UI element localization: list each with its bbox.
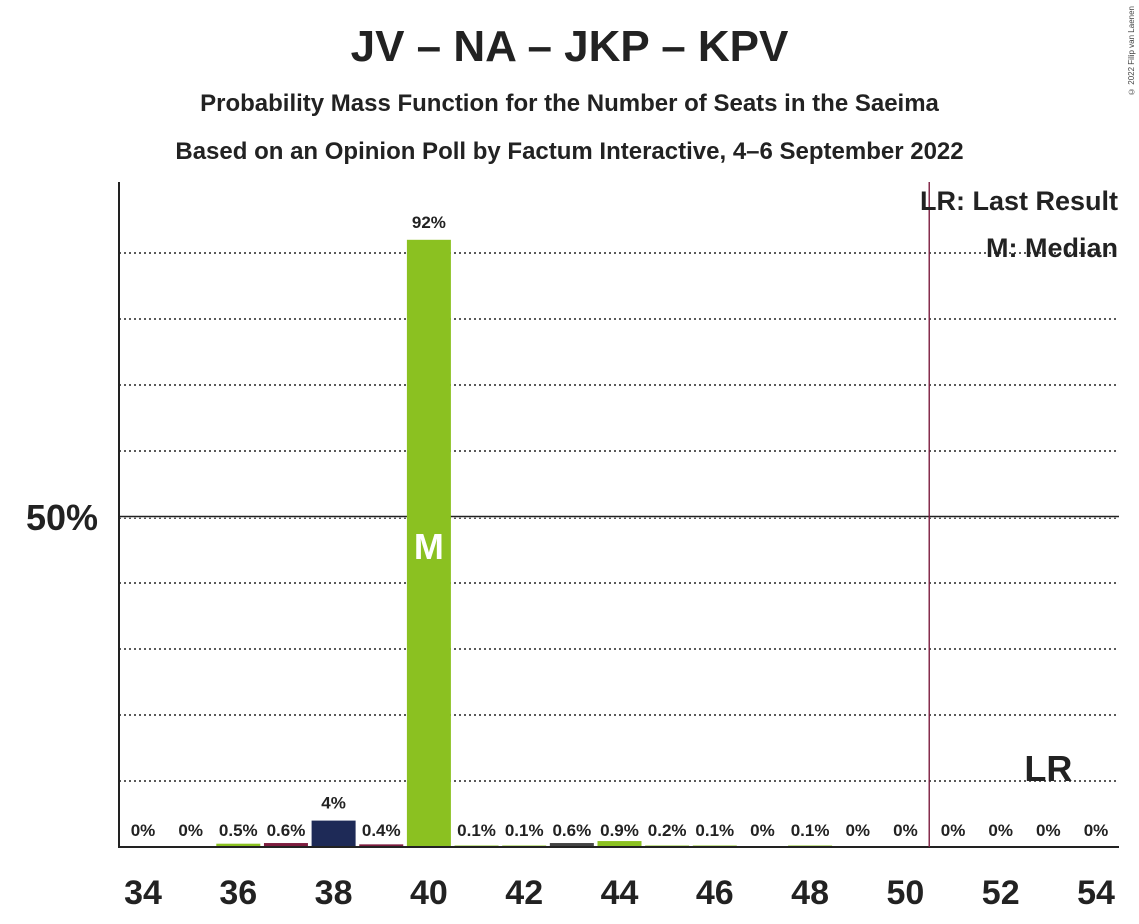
x-tick-38: 38: [315, 874, 353, 912]
median-marker: M: [414, 526, 444, 567]
value-label-51: 0%: [941, 821, 966, 840]
x-tick-44: 44: [601, 874, 639, 912]
value-label-49: 0%: [845, 821, 870, 840]
axes: 50%: [26, 182, 1119, 848]
value-label-47: 0%: [750, 821, 775, 840]
value-label-44: 0.9%: [600, 821, 639, 840]
x-tick-labels: 34 36 38 40 42 44 46 48 50 52 54: [124, 874, 1115, 912]
bar-44: [597, 841, 642, 847]
x-tick-54: 54: [1077, 874, 1115, 912]
value-label-38: 4%: [321, 794, 346, 813]
bars: [216, 239, 833, 848]
value-label-39: 0.4%: [362, 821, 401, 840]
legend-entry: M: Median: [986, 233, 1118, 263]
legend: LR: Last Result M: Median: [920, 186, 1118, 263]
grid-lines: [119, 252, 1119, 782]
value-label-41: 0.1%: [457, 821, 496, 840]
value-label-40: 92%: [412, 213, 446, 232]
x-tick-52: 52: [982, 874, 1020, 912]
legend-entry: LR: Last Result: [920, 186, 1118, 216]
value-label-42: 0.1%: [505, 821, 544, 840]
y-tick-label: 50%: [26, 497, 98, 538]
x-tick-48: 48: [791, 874, 829, 912]
value-label-50: 0%: [893, 821, 918, 840]
x-tick-42: 42: [505, 874, 543, 912]
value-label-43: 0.6%: [552, 821, 591, 840]
bar-39: [359, 844, 404, 847]
bar-36: [216, 843, 261, 847]
bar-40: [406, 239, 451, 848]
bar-43: [549, 843, 594, 847]
value-labels: 0% 0% 0.5% 0.6% 4% 0.4% 92% M 0.1% 0.1% 0.6% 0.9% 0.…: [131, 213, 1109, 840]
x-tick-34: 34: [124, 874, 162, 912]
value-label-36: 0.5%: [219, 821, 258, 840]
bar-37: [263, 843, 308, 847]
chart-subtitle: Probability Mass Function for the Number…: [200, 90, 939, 117]
value-label-37: 0.6%: [267, 821, 306, 840]
value-label-45: 0.2%: [648, 821, 687, 840]
value-label-52: 0%: [988, 821, 1013, 840]
value-label-34: 0%: [131, 821, 156, 840]
bar-38: [311, 820, 356, 847]
value-label-35: 0%: [178, 821, 203, 840]
last-result-marker: LR: [1024, 748, 1072, 789]
value-label-46: 0.1%: [695, 821, 734, 840]
value-label-54: 0%: [1084, 821, 1109, 840]
x-tick-40: 40: [410, 874, 448, 912]
x-tick-46: 46: [696, 874, 734, 912]
x-tick-36: 36: [219, 874, 257, 912]
chart-title: JV – NA – JKP – KPV: [350, 22, 789, 71]
value-label-48: 0.1%: [791, 821, 830, 840]
chart-subtitle-poll: Based on an Opinion Poll by Factum Inter…: [175, 138, 964, 165]
value-label-53: 0%: [1036, 821, 1061, 840]
x-tick-50: 50: [886, 874, 924, 912]
